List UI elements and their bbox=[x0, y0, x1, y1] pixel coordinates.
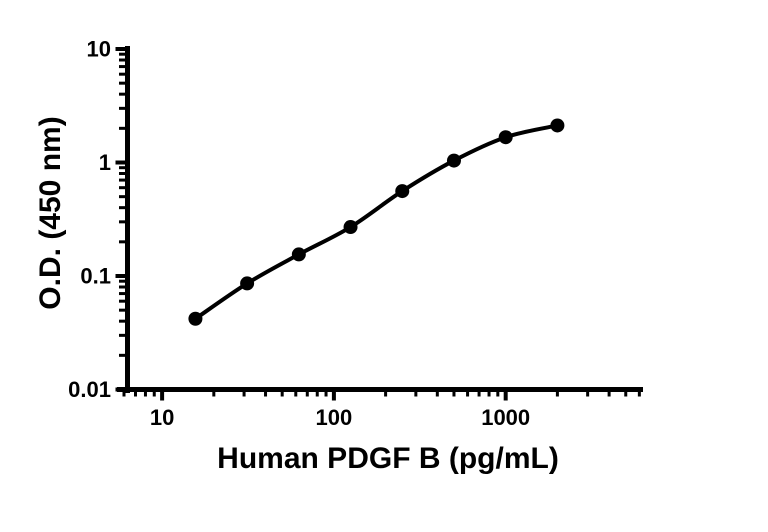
y-tick-label: 10 bbox=[87, 37, 111, 62]
x-tick-label: 1000 bbox=[481, 405, 530, 430]
data-point-marker bbox=[550, 118, 565, 133]
x-axis-title: Human PDGF B (pg/mL) bbox=[217, 442, 559, 475]
x-tick-label: 10 bbox=[150, 405, 174, 430]
data-point-marker bbox=[291, 247, 306, 262]
x-tick-label: 100 bbox=[316, 405, 353, 430]
data-point-marker bbox=[188, 311, 203, 326]
data-point-marker bbox=[240, 276, 255, 291]
data-point-marker bbox=[446, 153, 461, 168]
axes-layer: 10 1 0.1 0.01 10 100 1000 bbox=[68, 37, 643, 430]
data-point-marker bbox=[498, 130, 513, 145]
data-series-layer bbox=[188, 118, 565, 326]
y-tick-label: 1 bbox=[99, 150, 111, 175]
y-tick-label: 0.01 bbox=[68, 377, 111, 402]
data-point-marker bbox=[395, 184, 410, 199]
data-point-marker bbox=[343, 220, 358, 235]
y-axis-title: O.D. (450 nm) bbox=[34, 116, 67, 309]
y-tick-label: 0.1 bbox=[80, 264, 111, 289]
